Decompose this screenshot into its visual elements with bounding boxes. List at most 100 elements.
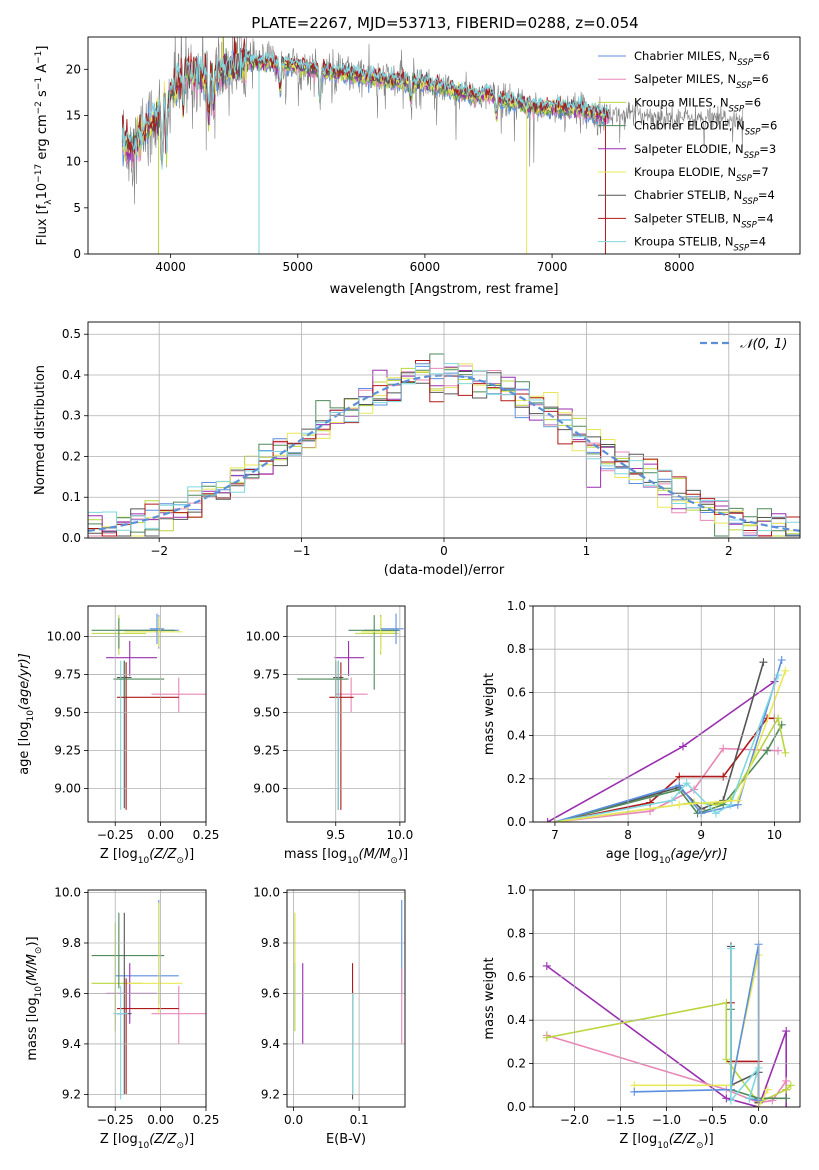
legend-entry: Salpeter STELIB, NSSP=4 [634, 211, 774, 230]
y-tick-label: 9.8 [62, 936, 81, 950]
y-tick-label: 10.0 [253, 886, 280, 900]
mass-weight-marker [782, 1076, 791, 1085]
y-tick-label: 0.2 [62, 449, 81, 463]
x-tick-label: −1 [293, 544, 311, 558]
x-tick-label: 9 [697, 828, 705, 842]
x-tick-label: 4000 [155, 260, 186, 274]
x-tick-label: 0.0 [749, 1113, 768, 1127]
x-axis-label: wavelength [Angstrom, rest frame] [330, 282, 559, 297]
age-vs-Z-panel: −0.25 0.00 0.25 9.00 9.25 9.50 9.75 10.00 Z [log… [17, 605, 220, 866]
axes-frame [286, 889, 406, 1108]
legend-entry: Salpeter MILES, NSSP=6 [634, 72, 769, 91]
y-tick-label: 0.2 [507, 1057, 526, 1071]
y-tick-label: 9.25 [54, 744, 81, 758]
mass-weight-marker [774, 671, 783, 680]
x-axis-label: E(B-V) [326, 1132, 366, 1147]
y-tick-label: 9.25 [253, 744, 280, 758]
legend-entry: Salpeter ELODIE, NSSP=3 [634, 142, 776, 161]
x-tick-label: 5000 [283, 260, 314, 274]
y-tick-label: 9.00 [253, 782, 280, 796]
x-tick-label: −0.25 [97, 828, 134, 842]
y-tick-label: 0.4 [62, 368, 81, 382]
legend-entry: Chabrier MILES, NSSP=6 [634, 49, 770, 68]
spectrum-panel: 4000 5000 6000 7000 8000 0 5 10 15 20 wavelength [… [34, 36, 801, 297]
x-tick-label: 0 [440, 544, 448, 558]
y-tick-label: 9.50 [253, 705, 280, 719]
mass-weight-series [730, 948, 760, 1103]
x-tick-label: 10.0 [387, 828, 414, 842]
y-tick-label: 1.0 [507, 883, 526, 897]
y-axis-label: Flux [fλ10−17 erg cm−2 s−1 A−1] [34, 46, 54, 246]
y-tick-label: 9.50 [54, 705, 81, 719]
mass-weight-series [554, 724, 783, 822]
model-spectrum-line [121, 43, 610, 170]
x-tick-label: 8 [624, 828, 632, 842]
x-axis-label: age [log10(age/yr)] [606, 847, 728, 866]
y-tick-label: 0.1 [62, 490, 81, 504]
mass-weight-marker [722, 1055, 731, 1064]
spectrum-plot-area [121, 37, 744, 254]
legend-entry: Kroupa ELODIE, NSSP=7 [634, 165, 769, 184]
mass-weight-series [554, 747, 779, 822]
legend-entry: Kroupa MILES, NSSP=6 [634, 95, 761, 114]
y-tick-label: 9.4 [62, 1037, 81, 1051]
mass-weight-marker [733, 796, 742, 805]
y-tick-label: 0.4 [507, 1013, 526, 1027]
age-vs-mass-plot-area [297, 613, 404, 810]
y-axis-label: age [log10(age/yr)] [17, 653, 36, 775]
x-tick-label: −2 [150, 544, 168, 558]
mass-weight-marker [675, 781, 684, 790]
y-tick-label: 10.0 [54, 886, 81, 900]
x-tick-label: 9.5 [326, 828, 345, 842]
y-tick-label: 15 [66, 108, 81, 122]
axes-frame [87, 36, 801, 255]
x-tick-label: 8000 [664, 260, 695, 274]
weight-vs-age-panel: 7 8 9 10 0.0 0.2 0.4 0.6 0.8 1.0 age [log10(age/yr… [482, 599, 801, 866]
x-tick-label: 7 [551, 828, 559, 842]
mass-weight-marker [726, 800, 735, 809]
x-tick-label: −0.25 [97, 1113, 134, 1127]
mass-weight-marker [719, 772, 728, 781]
y-tick-label: 10.00 [246, 629, 280, 643]
x-axis-label: mass [log10(M/M⊙)] [284, 847, 408, 866]
y-tick-label: 9.6 [62, 986, 81, 1000]
mass-weight-series [546, 1001, 792, 1104]
y-tick-label: 0.8 [507, 642, 526, 656]
mass-weight-marker [774, 746, 783, 755]
axes-frame [87, 605, 207, 823]
mass-weight-marker [781, 666, 790, 675]
legend-entry: 𝒩(0, 1) [740, 337, 787, 352]
mass-vs-Z-plot-area [91, 900, 206, 1100]
y-tick-label: 5 [73, 201, 81, 215]
mass-weight-marker [675, 772, 684, 781]
x-tick-label: 2 [725, 544, 733, 558]
y-tick-label: 9.00 [54, 782, 81, 796]
y-tick-label: 0.2 [507, 772, 526, 786]
y-tick-label: 9.2 [62, 1087, 81, 1101]
mass-weight-marker [678, 742, 687, 751]
y-axis-label: mass weight [482, 673, 497, 755]
y-tick-label: 0.5 [62, 327, 81, 341]
mass-weight-marker [542, 961, 551, 970]
y-axis-label: mass [log10(M/M⊙)] [25, 936, 44, 1060]
axes-frame [87, 889, 207, 1108]
x-tick-label: 0.1 [350, 1113, 369, 1127]
mass-weight-marker [763, 1085, 772, 1094]
mass-weight-marker [763, 746, 772, 755]
mass-weight-marker [774, 714, 783, 723]
x-tick-label: 0.00 [147, 828, 174, 842]
mass-weight-marker [630, 1087, 639, 1096]
y-tick-label: 9.75 [253, 667, 280, 681]
mass-weight-marker [782, 1094, 791, 1103]
x-tick-label: 0.25 [193, 828, 220, 842]
x-axis-label: Z [log10(Z/Z⊙)] [100, 847, 194, 866]
y-tick-label: 0.8 [507, 926, 526, 940]
mass-weight-marker [542, 1033, 551, 1042]
y-tick-label: 9.8 [261, 936, 280, 950]
mass-weight-marker [782, 1027, 791, 1036]
mass-weight-marker [786, 1081, 795, 1090]
age-vs-Z-plot-area [91, 613, 206, 810]
x-tick-label: 6000 [410, 260, 441, 274]
y-tick-label: 0.6 [507, 970, 526, 984]
figure-title: PLATE=2267, MJD=53713, FIBERID=0288, z=0… [251, 14, 638, 32]
